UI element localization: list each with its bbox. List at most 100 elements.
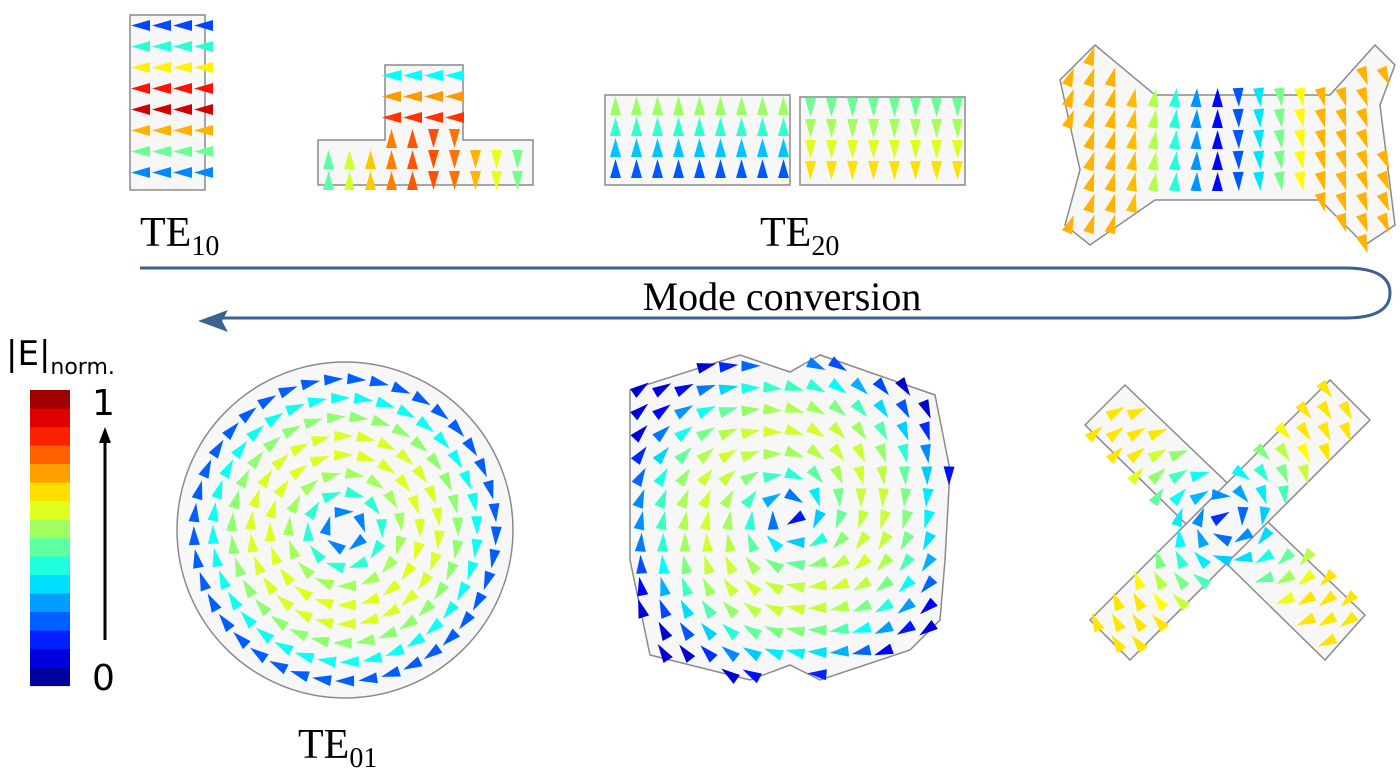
field-arrow xyxy=(805,119,816,138)
field-arrow xyxy=(1296,612,1317,626)
field-arrow xyxy=(1232,484,1249,503)
field-arrow xyxy=(344,150,355,169)
field-arrow xyxy=(193,549,204,569)
field-arrow xyxy=(785,648,806,660)
field-arrow xyxy=(898,466,910,486)
field-arrow xyxy=(303,418,324,430)
field-arrow xyxy=(1112,591,1126,612)
field-arrow xyxy=(1212,533,1233,547)
field-arrow xyxy=(1356,86,1368,107)
field-arrow xyxy=(1211,151,1223,171)
field-arrow xyxy=(1356,170,1368,191)
field-arrow xyxy=(1091,612,1105,633)
field-arrow xyxy=(853,465,864,486)
field-arrow xyxy=(1104,193,1116,214)
field-arrow xyxy=(652,117,663,136)
field-arrow xyxy=(411,390,431,406)
colorbar-band xyxy=(30,501,70,520)
field-arrow xyxy=(401,561,417,581)
field-arrow xyxy=(631,96,642,115)
field-arrow xyxy=(242,579,258,599)
field-arrow xyxy=(784,467,804,480)
field-arrow xyxy=(482,479,494,500)
field-arrow xyxy=(1318,590,1338,607)
field-arrow xyxy=(247,451,264,470)
mode-base: TE xyxy=(760,210,811,256)
field-arrow xyxy=(131,41,150,52)
field-arrow xyxy=(383,489,398,509)
field-arrow xyxy=(873,399,889,418)
field-arrow xyxy=(952,161,963,180)
field-arrow xyxy=(835,509,848,529)
field-arrow xyxy=(1339,611,1359,628)
field-arrow xyxy=(470,171,481,190)
field-arrow xyxy=(952,98,963,117)
field-arrow xyxy=(334,430,354,442)
field-arrow xyxy=(1275,591,1296,605)
field-arrow xyxy=(491,150,502,169)
field-arrow xyxy=(1277,485,1289,505)
colorbar-band xyxy=(30,482,70,502)
field-arrow xyxy=(853,553,872,571)
field-arrow xyxy=(873,421,888,441)
field-arrow xyxy=(207,593,222,613)
field-arrow xyxy=(307,397,328,409)
field-arrow xyxy=(304,501,320,521)
field-arrow xyxy=(1173,572,1190,591)
field-arrow xyxy=(359,613,380,624)
field-arrow xyxy=(1061,67,1074,88)
field-arrow xyxy=(310,436,331,447)
field-arrow xyxy=(744,579,762,597)
field-arrow xyxy=(1233,551,1253,563)
field-arrow xyxy=(314,618,335,630)
field-arrow xyxy=(257,469,273,489)
field-arrow xyxy=(898,575,916,593)
field-arrow xyxy=(131,83,150,94)
colorbar-band xyxy=(30,630,70,650)
field-arrow xyxy=(633,510,645,531)
field-arrow xyxy=(740,490,757,509)
field-arrow xyxy=(378,626,398,639)
field-arrow xyxy=(458,470,472,490)
field-arrow xyxy=(1297,463,1309,484)
field-arrow xyxy=(736,117,747,136)
field-arrow xyxy=(1171,507,1183,528)
field-arrow xyxy=(1126,193,1137,213)
field-arrow xyxy=(447,449,463,469)
field-arrow xyxy=(264,522,276,542)
field-arrow xyxy=(403,91,422,102)
field-arrow xyxy=(474,457,487,478)
field-arrow xyxy=(874,598,894,613)
field-arrow xyxy=(631,467,646,487)
field-arrow xyxy=(483,570,496,591)
field-arrow xyxy=(173,146,192,157)
field-arrow xyxy=(382,112,401,123)
waveguide-outline xyxy=(604,94,791,186)
field-arrow xyxy=(806,422,825,438)
field-arrow xyxy=(293,609,314,623)
field-arrow xyxy=(414,518,426,538)
field-arrow xyxy=(919,421,930,442)
field-arrow xyxy=(919,620,938,636)
field-arrow xyxy=(360,592,381,604)
field-arrow xyxy=(188,502,200,523)
field-arrow xyxy=(631,117,642,136)
field-arrow xyxy=(1126,109,1137,129)
field-arrow xyxy=(813,509,826,529)
field-arrow xyxy=(1175,528,1187,548)
field-arrow xyxy=(1376,170,1390,191)
field-arrow xyxy=(1255,548,1275,564)
field-arrow xyxy=(1061,109,1074,130)
field-arrow xyxy=(1335,212,1347,233)
field-arrow xyxy=(1126,407,1147,421)
field-arrow xyxy=(321,492,342,504)
field-arrow xyxy=(490,526,502,546)
field-arrow xyxy=(1253,171,1265,191)
field-arrow xyxy=(1335,107,1347,128)
field-arrow xyxy=(850,399,868,418)
field-arrow xyxy=(895,377,911,396)
field-arrow xyxy=(702,577,717,597)
field-arrow xyxy=(173,167,192,178)
field-arrow xyxy=(900,531,915,551)
field-arrow xyxy=(630,382,649,398)
